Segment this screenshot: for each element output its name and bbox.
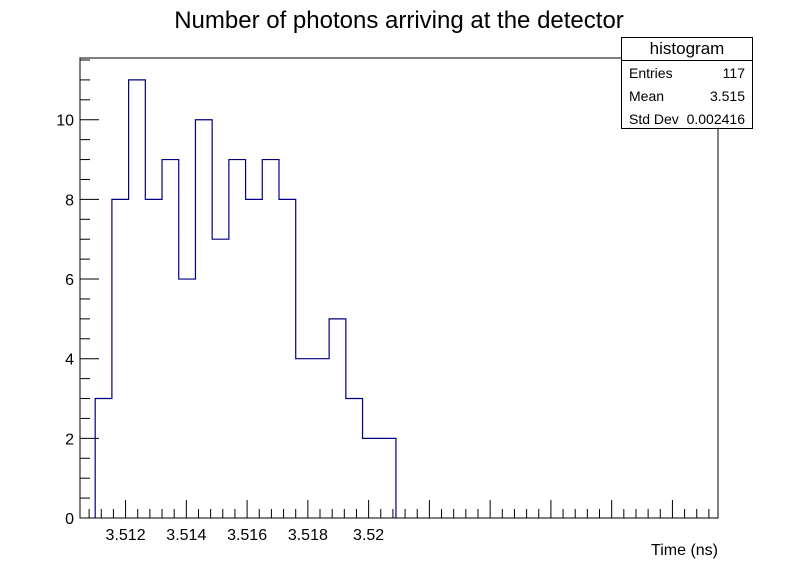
histogram-bin (179, 279, 196, 518)
histogram-bin (246, 199, 263, 518)
histogram-bin (229, 160, 246, 518)
histogram-bin (145, 199, 162, 518)
histogram-bin (329, 319, 346, 518)
x-tick-label: 3.52 (353, 527, 384, 544)
histogram-bin (195, 120, 212, 518)
histogram-bin (162, 160, 179, 518)
histogram-bin (296, 359, 313, 518)
stats-row-stddev: Std Dev 0.002416 (622, 107, 752, 130)
histogram-bin (112, 199, 129, 518)
stats-entries-label: Entries (629, 64, 673, 81)
stats-stddev-value: 0.002416 (686, 110, 745, 127)
stats-row-entries: Entries 117 (622, 61, 752, 84)
x-tick-label: 3.514 (166, 527, 206, 544)
y-tick-label: 8 (65, 192, 74, 209)
y-tick-label: 4 (65, 352, 74, 369)
histogram-bin (262, 160, 279, 518)
chart-title: Number of photons arriving at the detect… (174, 7, 624, 34)
histogram-bin (379, 438, 396, 518)
x-axis-label: Time (ns) (651, 542, 718, 559)
histogram-bin (95, 399, 112, 518)
y-tick-label: 2 (65, 431, 74, 448)
y-tick-label: 6 (65, 272, 74, 289)
y-tick-label: 0 (65, 511, 74, 528)
x-tick-label: 3.518 (288, 527, 328, 544)
histogram-bin (312, 359, 329, 518)
stats-stddev-label: Std Dev (629, 110, 679, 127)
stats-mean-label: Mean (629, 87, 665, 104)
histogram-line (94, 79, 397, 518)
stats-mean-value: 3.515 (709, 87, 745, 104)
stats-row-mean: Mean 3.515 (622, 84, 752, 107)
histogram-bin (279, 199, 296, 518)
histogram-bin (363, 438, 380, 518)
y-tick-label: 10 (56, 113, 74, 130)
stats-entries-value: 117 (722, 64, 745, 81)
histogram-bin (212, 239, 229, 518)
stats-title: histogram (622, 38, 752, 61)
stats-box: histogram Entries 117 Mean 3.515 Std Dev… (621, 37, 753, 129)
x-tick-label: 3.512 (106, 527, 146, 544)
x-tick-label: 3.516 (227, 527, 267, 544)
plot-frame (79, 57, 719, 519)
histogram-bin (346, 399, 363, 518)
histogram-bin (129, 80, 146, 518)
